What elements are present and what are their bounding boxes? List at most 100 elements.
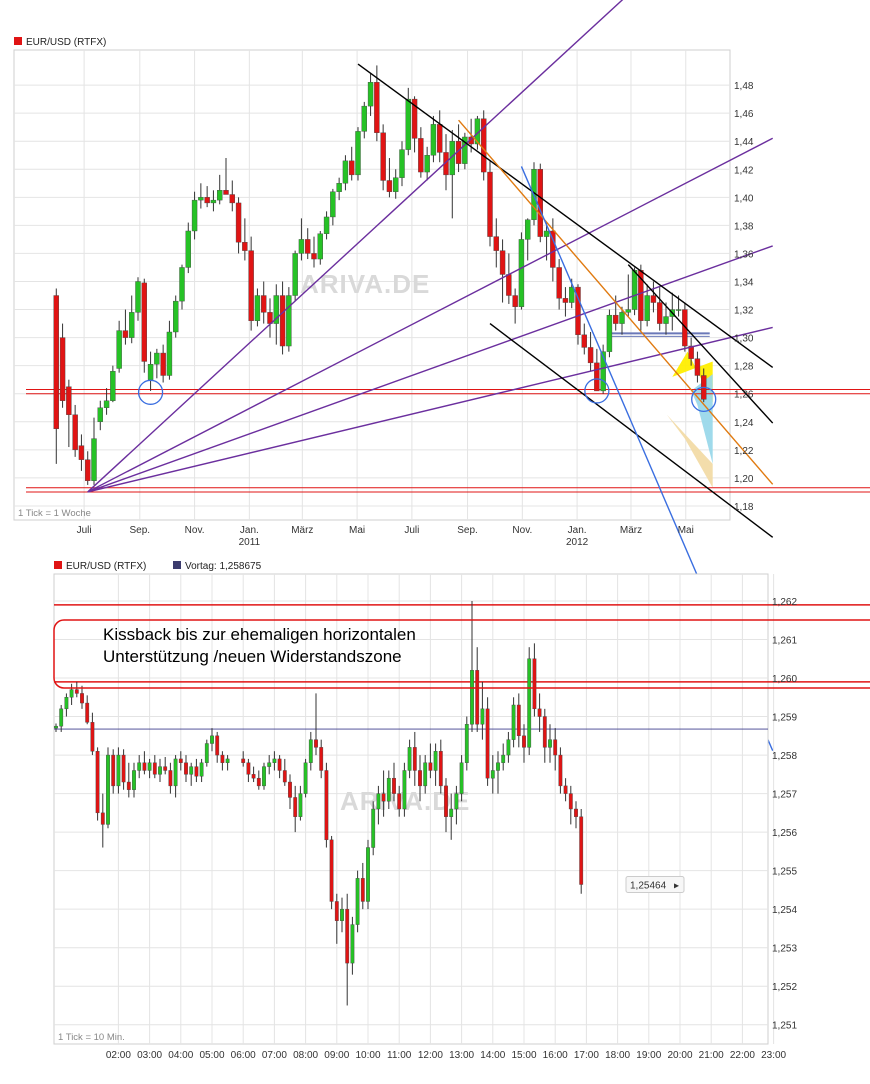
candle-body bbox=[360, 878, 365, 902]
candle-body bbox=[594, 362, 600, 392]
annotation-box: Kissback bis zur ehemaligen horizontalen… bbox=[53, 619, 870, 689]
candle-body bbox=[663, 316, 669, 324]
y-tick-label: 1,46 bbox=[734, 109, 754, 120]
weekly-chart-watermark: ARIVA.DE bbox=[300, 269, 430, 299]
candle-body bbox=[288, 781, 292, 798]
forecast-zone bbox=[672, 351, 713, 403]
candle-body bbox=[376, 793, 381, 810]
candle-body bbox=[475, 670, 480, 725]
candle-body bbox=[160, 352, 166, 376]
last-price-box bbox=[625, 876, 685, 894]
intraday-chart-legend: EUR/USD (RTFX) Vortag: 1,258675 bbox=[54, 561, 262, 572]
candle-body bbox=[522, 735, 526, 748]
intraday-chart-lines bbox=[54, 604, 870, 730]
candle-body bbox=[191, 199, 198, 232]
y-tick-label: 1,48 bbox=[734, 81, 754, 92]
candle-body bbox=[506, 739, 511, 756]
candle-body bbox=[371, 808, 376, 848]
candle-body bbox=[553, 739, 558, 756]
candle-body bbox=[141, 282, 147, 362]
intraday-chart: ARIVA.DE 1,2621,2611,2601,2591,2581,2571… bbox=[53, 561, 870, 1061]
candle-body bbox=[386, 180, 393, 192]
legend-label-eurusd: EUR/USD (RTFX) bbox=[26, 37, 106, 48]
candle-body bbox=[613, 314, 619, 324]
y-tick-label: 1,40 bbox=[734, 193, 754, 204]
candle-body bbox=[543, 230, 550, 237]
weekly-chart-y-axis: 1,48 1,46 1,44 1,42 1,40 1,38 1,36 1,34 1,32 1,30… bbox=[734, 81, 754, 513]
candle-body bbox=[405, 98, 411, 150]
candle-body bbox=[66, 386, 72, 415]
candle-body bbox=[116, 330, 122, 369]
candle-body bbox=[355, 878, 360, 925]
candle-body bbox=[223, 190, 229, 195]
x-tick-label: 20:00 bbox=[667, 1050, 692, 1061]
y-tick-label: 1,259 bbox=[772, 713, 797, 724]
candle-body bbox=[345, 908, 350, 964]
candle-body bbox=[154, 352, 160, 365]
candle-body bbox=[511, 704, 516, 740]
candle-body bbox=[563, 785, 568, 794]
x-tick-label: 12:00 bbox=[418, 1050, 443, 1061]
x-tick-label: Sep. bbox=[130, 525, 151, 536]
trend-line bbox=[627, 264, 774, 424]
candle-body bbox=[449, 808, 454, 817]
candle-body bbox=[121, 754, 126, 783]
intraday-chart-x-axis: 02:00 03:00 04:00 05:00 06:00 07:00 08:00 09:00… bbox=[106, 1050, 787, 1061]
annotation-line-2: Unterstützung /neuen Widerstandszone bbox=[103, 647, 402, 666]
highlight-circle bbox=[137, 379, 164, 405]
candle-body bbox=[568, 793, 573, 810]
candle-body bbox=[267, 762, 272, 767]
x-tick-label: 09:00 bbox=[324, 1050, 349, 1061]
candle-body bbox=[111, 754, 116, 787]
last-price-label: 1,25464 ▸ bbox=[625, 876, 685, 894]
candle-body bbox=[336, 183, 342, 192]
candle-body bbox=[215, 735, 220, 756]
candle-body bbox=[311, 253, 317, 260]
candle-body bbox=[516, 704, 521, 737]
candle-body bbox=[324, 770, 329, 841]
candle-body bbox=[59, 337, 66, 401]
x-tick-label: 13:00 bbox=[449, 1050, 474, 1061]
candle-body bbox=[464, 724, 469, 763]
candle-body bbox=[428, 762, 433, 771]
y-tick-label: 1,256 bbox=[772, 828, 797, 839]
candle-body bbox=[562, 298, 569, 303]
candle-body bbox=[329, 839, 334, 902]
x-tick-label: März bbox=[291, 525, 313, 536]
candle-body bbox=[158, 766, 162, 775]
y-tick-label: 1,28 bbox=[734, 362, 754, 373]
y-tick-label: 1,261 bbox=[772, 635, 797, 646]
candle-body bbox=[116, 754, 121, 787]
candle-body bbox=[132, 770, 136, 790]
y-tick-label: 1,18 bbox=[734, 502, 754, 513]
candle-body bbox=[147, 364, 154, 380]
candle-body bbox=[78, 445, 85, 460]
x-tick-label: Juli bbox=[404, 525, 419, 536]
candle-body bbox=[303, 762, 308, 794]
trend-line bbox=[87, 137, 774, 493]
candle-body bbox=[407, 747, 412, 771]
candle-body bbox=[386, 777, 391, 802]
weekly-chart-circles bbox=[137, 378, 717, 412]
x-tick-label: 19:00 bbox=[636, 1050, 661, 1061]
candle-body bbox=[399, 149, 405, 178]
candle-body bbox=[650, 295, 657, 303]
x-tick-label: 10:00 bbox=[355, 1050, 380, 1061]
weekly-chart-tick-info: 1 Tick = 1 Woche bbox=[18, 508, 91, 519]
candle-body bbox=[80, 693, 84, 704]
candle-body bbox=[574, 808, 578, 817]
candle-body bbox=[142, 762, 147, 771]
candle-body bbox=[355, 131, 361, 176]
x-tick-year-label: 2011 bbox=[239, 537, 261, 548]
y-tick-label: 1,24 bbox=[734, 418, 754, 429]
candle-body bbox=[381, 793, 386, 802]
y-tick-label: 1,36 bbox=[734, 249, 754, 260]
last-price-value: 1,25464 bbox=[630, 881, 667, 892]
weekly-chart-horizontal-lines bbox=[26, 332, 870, 493]
candle-body bbox=[163, 766, 168, 771]
trend-line bbox=[357, 63, 774, 369]
candle-body bbox=[600, 351, 606, 392]
x-tick-label: 03:00 bbox=[137, 1050, 162, 1061]
candle-body bbox=[254, 295, 261, 321]
y-tick-label: 1,253 bbox=[772, 944, 797, 955]
